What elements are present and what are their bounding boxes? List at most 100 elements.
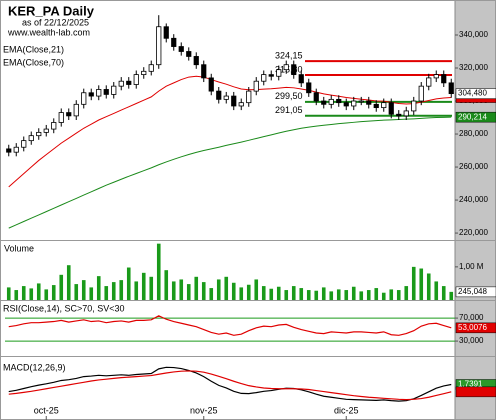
bar <box>6 287 11 300</box>
bar <box>89 287 94 300</box>
candle-body <box>351 100 357 107</box>
bar <box>441 286 446 300</box>
bar <box>321 287 326 300</box>
y-tick-label: 240,000 <box>459 195 488 204</box>
bar <box>81 280 86 300</box>
bar <box>306 290 311 300</box>
candle-body <box>66 112 72 117</box>
level-label: 324,15 <box>275 51 303 61</box>
candle-body <box>186 51 192 57</box>
legend-entry: EMA(Close,21) <box>3 44 64 54</box>
bar <box>149 276 154 300</box>
candle-body <box>261 74 267 82</box>
candle-body <box>238 102 244 107</box>
bar <box>374 288 379 300</box>
last-value-label: 245,048 <box>458 287 487 296</box>
candle-body <box>388 102 394 115</box>
series-line <box>8 366 452 402</box>
subtitle: as of 22/12/2025 <box>22 17 89 27</box>
bar <box>291 286 296 300</box>
last-value-label: 304,480 <box>458 89 487 98</box>
x-tick-label: dic-25 <box>334 405 359 415</box>
bar <box>201 282 206 300</box>
bar <box>344 290 349 300</box>
bar <box>216 279 221 300</box>
candle-body <box>208 77 214 92</box>
bar <box>284 290 289 300</box>
bar <box>419 268 424 300</box>
candle-body <box>358 100 364 103</box>
candle-body <box>411 100 417 112</box>
candle-body <box>268 74 274 77</box>
last-value-label: 290,214 <box>458 112 487 121</box>
candle-body <box>51 122 57 130</box>
y-tick-label: 340,000 <box>459 30 488 39</box>
candle-body <box>216 90 222 100</box>
bar <box>119 280 124 300</box>
bar <box>261 286 266 300</box>
candle-body <box>21 140 27 148</box>
last-value-box <box>455 111 496 123</box>
candle-body <box>291 64 297 76</box>
candle-body <box>156 26 162 66</box>
y-tick-label: 30,000 <box>459 336 484 345</box>
bar <box>329 291 334 300</box>
last-value-label: 53,0076 <box>458 323 487 332</box>
candle-body <box>163 26 169 39</box>
bar <box>224 276 229 300</box>
candle-body <box>13 146 19 153</box>
bar <box>231 282 236 300</box>
bar <box>411 266 416 300</box>
candle-body <box>133 74 139 85</box>
series-line <box>8 116 452 229</box>
bar <box>111 282 116 300</box>
last-value-box <box>455 322 496 334</box>
bar <box>126 267 131 300</box>
candle-body <box>396 113 402 117</box>
bar <box>366 290 371 300</box>
x-tick-label: nov-25 <box>190 405 218 415</box>
candle-body <box>343 102 349 107</box>
bar <box>14 290 19 300</box>
bar <box>171 281 176 300</box>
bar <box>276 286 281 300</box>
candle-body <box>193 56 199 66</box>
bar <box>351 286 356 300</box>
candle-body <box>313 92 319 102</box>
bar <box>434 281 439 300</box>
bar <box>239 287 244 300</box>
bar <box>51 285 56 300</box>
bar <box>299 288 304 300</box>
chart-title: KER_PA Daily <box>8 3 95 18</box>
candle-body <box>448 82 454 95</box>
candle-body <box>111 85 117 95</box>
candle-body <box>178 46 184 52</box>
candle-body <box>148 64 154 72</box>
x-tick-label: oct-25 <box>34 405 59 415</box>
candle-body <box>96 89 102 97</box>
bar <box>74 284 79 300</box>
candle-body <box>223 95 229 100</box>
bar <box>134 281 139 300</box>
y-tick-label: 320,000 <box>459 63 488 72</box>
candle-body <box>298 74 304 84</box>
bar <box>59 274 64 300</box>
level-label: 291,05 <box>275 105 303 115</box>
candle-body <box>336 98 342 104</box>
candle-body <box>81 92 87 105</box>
candle-body <box>141 70 147 76</box>
candle-body <box>306 82 312 94</box>
candle-body <box>88 92 94 97</box>
candle-body <box>283 64 289 71</box>
candle-body <box>321 100 327 105</box>
right-axis-strip <box>455 0 496 420</box>
candle-body <box>403 110 409 117</box>
last-value-box <box>455 386 496 398</box>
last-value-box <box>455 286 496 298</box>
watermark: www.wealth-lab.com <box>7 27 90 37</box>
bar <box>246 284 251 300</box>
bar <box>194 276 199 300</box>
candle-body <box>28 135 34 142</box>
bar <box>96 276 101 300</box>
